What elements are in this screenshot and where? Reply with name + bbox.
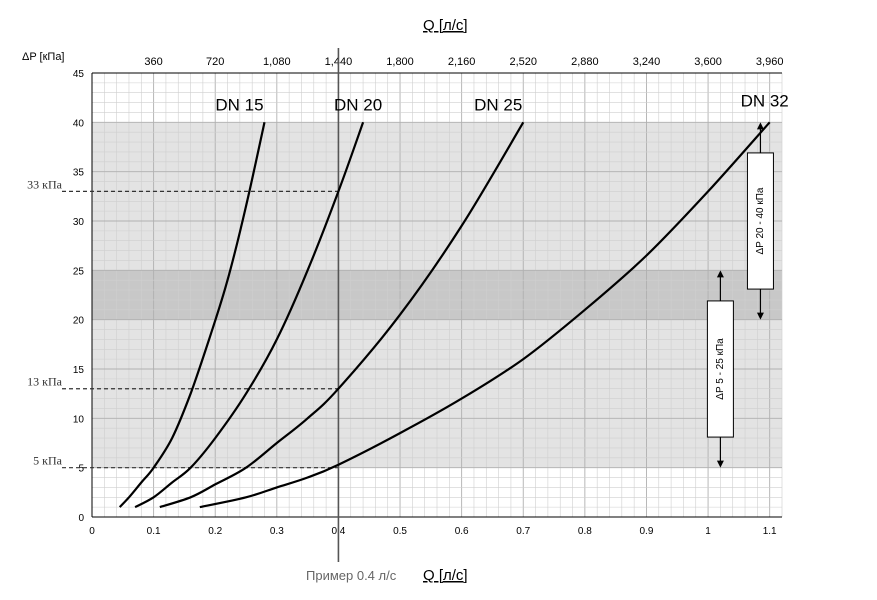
example-label: Пример 0.4 л/с [306, 568, 397, 583]
range-label: ΔP 5 - 25 кПа [715, 338, 726, 400]
axes [91, 72, 782, 518]
x-tick-label-bottom: 0.5 [393, 526, 407, 537]
range-label: ΔP 20 - 40 кПа [755, 187, 766, 254]
curves: DN 15 DN 20 DN 25 DN 32 [118, 91, 789, 509]
reference-label: 33 кПа [27, 177, 62, 191]
y-axis-label: ΔP [кПа] [22, 51, 65, 63]
curve-label-dn-25: DN 25 [474, 95, 522, 114]
y-tick-label: 35 [73, 168, 85, 179]
x-tick-label-bottom: 0 [89, 526, 95, 537]
y-tick-label: 10 [73, 414, 85, 425]
x-tick-label-bottom: 0.8 [578, 526, 592, 537]
x-tick-label-top: 1,800 [386, 56, 414, 68]
range-arrow-head-down [756, 312, 764, 320]
curve-dn-20 [134, 121, 365, 509]
x-tick-label-bottom: 0.1 [147, 526, 161, 537]
x-tick-label-bottom: 0.9 [640, 526, 654, 537]
range-annotations: ΔP 20 - 40 кПа ΔP 5 - 25 кПа [706, 122, 774, 468]
range-arrow-head-down [716, 460, 724, 468]
x-tick-label-top: 1,080 [263, 56, 291, 68]
axis-titles: ΔP [кПа] Q [л/с] Q [л/с] Пример 0.4 л/с [22, 17, 468, 584]
x-tick-label-top: 360 [144, 56, 162, 68]
x-axis-title-top: Q [л/с] [423, 17, 468, 34]
range-box [706, 300, 734, 438]
x-tick-label-bottom: 0.7 [516, 526, 530, 537]
reference-label: 5 кПа [33, 454, 62, 468]
range-box [746, 152, 774, 290]
curve-dn-15 [118, 122, 266, 508]
x-tick-label-top: 3,960 [756, 56, 784, 68]
x-tick-label-bottom: 1 [705, 526, 711, 537]
y-tick-label: 40 [73, 118, 85, 129]
x-tick-label-bottom: 0.2 [208, 526, 222, 537]
x-tick-label-bottom: 0.3 [270, 526, 284, 537]
y-tick-label: 45 [73, 69, 85, 80]
y-tick-label: 25 [73, 266, 85, 277]
x-tick-label-top: 2,880 [571, 56, 599, 68]
y-tick-label: 20 [73, 316, 85, 327]
x-tick-label-top: 2,520 [509, 56, 537, 68]
range-arrow-head-up [756, 122, 764, 130]
curve-dn-32 [199, 121, 771, 509]
x-tick-label-top: 2,160 [448, 56, 476, 68]
reference-lines: 33 кПа 13 кПа 5 кПа [27, 48, 340, 562]
x-tick-label-top: 720 [206, 56, 224, 68]
curve-label-dn-20: DN 20 [334, 95, 382, 114]
curve-label-dn-15: DN 15 [215, 95, 263, 114]
x-tick-label-top: 3,600 [694, 56, 722, 68]
reference-label: 13 кПа [27, 375, 62, 389]
x-tick-label-bottom: 1.1 [763, 526, 777, 537]
range-arrow-head-up [716, 270, 724, 278]
y-tick-label: 0 [78, 513, 84, 524]
curve-label-dn-32: DN 32 [741, 91, 789, 110]
x-tick-label-bottom: 0.6 [455, 526, 469, 537]
y-tick-label: 30 [73, 217, 85, 228]
x-tick-label-top: 3,240 [633, 56, 661, 68]
x-axis-title-bottom: Q [л/с] [423, 567, 468, 584]
grid [91, 72, 783, 518]
y-tick-label: 15 [73, 365, 85, 376]
y-tick-label: 5 [78, 464, 84, 475]
tick-labels: 00.10.20.30.40.50.60.70.80.911.13607201,… [73, 56, 784, 537]
curve-dn-25 [159, 121, 525, 509]
